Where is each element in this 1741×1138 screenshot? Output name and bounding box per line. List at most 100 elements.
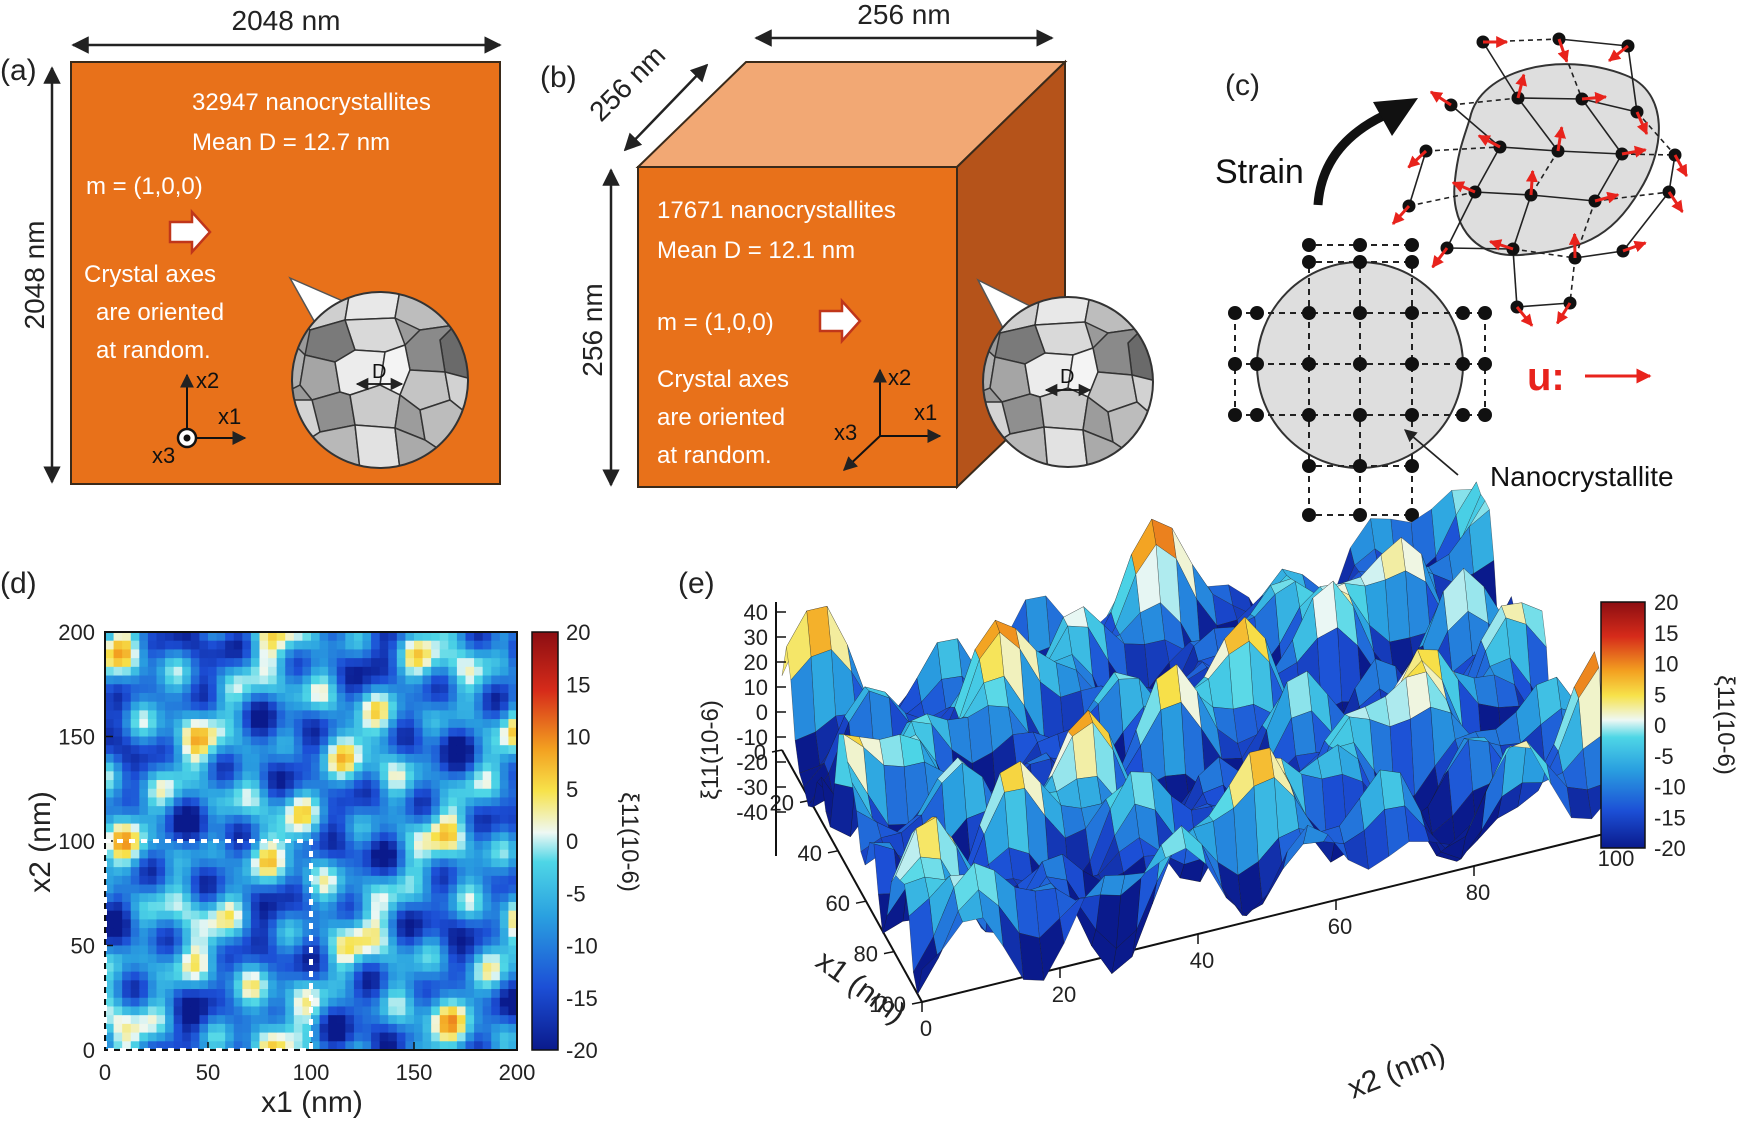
heatmap-cell: [328, 632, 338, 642]
heatmap-cell: [113, 727, 123, 737]
heatmap-cell: [242, 710, 252, 720]
heatmap-cell: [508, 867, 517, 877]
heatmap-cell: [173, 692, 183, 703]
heatmap-cell: [482, 710, 492, 720]
heatmap-cell: [105, 632, 115, 642]
heatmap-cell: [165, 945, 175, 955]
heatmap-cell: [474, 971, 484, 981]
heatmap-cell: [319, 832, 329, 842]
heatmap-cell: [491, 989, 501, 999]
heatmap-cell: [285, 893, 295, 903]
heatmap-cell: [113, 954, 123, 964]
heatmap-cell: [147, 666, 157, 677]
heatmap-cell: [216, 710, 226, 720]
heatmap-cell: [182, 997, 192, 1007]
heatmap-cell: [139, 823, 149, 833]
heatmap-cell: [130, 980, 140, 990]
heatmap-cell: [122, 919, 132, 929]
heatmap-cell: [362, 919, 372, 929]
heatmap-cell: [285, 797, 295, 807]
heatmap-cell: [508, 962, 517, 973]
heatmap-cell: [439, 1006, 449, 1016]
heatmap-cell: [156, 884, 166, 894]
heatmap-cell: [233, 736, 243, 746]
heatmap-cell: [353, 867, 363, 877]
heatmap-cell: [259, 710, 269, 720]
heatmap-cell: [353, 971, 363, 981]
heatmap-cell: [268, 919, 278, 929]
heatmap-cell: [328, 1015, 338, 1025]
heatmap-cell: [482, 980, 492, 990]
heatmap-cell: [439, 701, 449, 711]
heatmap-cell: [319, 867, 329, 877]
heatmap-cell: [225, 901, 235, 912]
heatmap-cell: [499, 719, 509, 729]
heatmap-cell: [448, 901, 458, 912]
heatmap-cell: [276, 858, 286, 868]
heatmap-cell: [388, 701, 398, 711]
heatmap-cell: [199, 945, 209, 955]
heatmap-cell: [456, 989, 466, 999]
heatmap-cell: [414, 841, 424, 851]
heatmap-cell: [302, 849, 312, 859]
heatmap-cell: [259, 1006, 269, 1016]
deformed-grid-line: [1512, 248, 1576, 259]
heatmap-cell: [319, 1015, 329, 1025]
heatmap-cell: [147, 954, 157, 964]
heatmap-cell: [465, 980, 475, 990]
heatmap-cell: [165, 989, 175, 999]
heatmap-cell: [328, 753, 338, 764]
heatmap-cell: [147, 971, 157, 981]
heatmap-cell: [465, 684, 475, 694]
heatmap-cell: [422, 632, 432, 642]
heatmap-cell: [165, 954, 175, 964]
heatmap-cell: [165, 692, 175, 703]
heatmap-cell: [482, 875, 492, 886]
heatmap-cell: [405, 640, 415, 650]
heatmap-cell: [156, 806, 166, 816]
heatmap-cell: [105, 954, 115, 964]
heatmap-cell: [362, 710, 372, 720]
heatmap-cell: [456, 1015, 466, 1025]
panel-a-grain-disk: [292, 292, 468, 468]
heatmap-cell: [225, 1006, 235, 1016]
heatmap-cell: [508, 875, 517, 886]
heatmap-cell: [396, 632, 406, 642]
heatmap-cell: [199, 919, 209, 929]
heatmap-cell: [173, 945, 183, 955]
heatmap-cell: [182, 962, 192, 973]
heatmap-cell: [147, 901, 157, 912]
heatmap-cell: [405, 736, 415, 746]
heatmap-cell: [371, 727, 381, 737]
heatmap-cell: [268, 692, 278, 703]
heatmap-cell: [405, 823, 415, 833]
heatmap-cell: [276, 997, 286, 1007]
heatmap-cell: [208, 780, 218, 790]
heatmap-cell: [130, 692, 140, 703]
heatmap-cell: [105, 649, 115, 659]
heatmap-cell: [439, 684, 449, 694]
heatmap-cell: [139, 893, 149, 903]
heatmap-cell: [276, 640, 286, 650]
heatmap-cell: [371, 867, 381, 877]
lattice-point: [1353, 255, 1367, 269]
heatmap-cell: [139, 753, 149, 764]
heatmap-cell: [328, 867, 338, 877]
heatmap-cell: [422, 745, 432, 755]
heatmap-cell: [165, 858, 175, 868]
heatmap-cell: [474, 884, 484, 894]
heatmap-cell: [456, 710, 466, 720]
heatmap-cell: [336, 745, 346, 755]
heatmap-cell: [259, 701, 269, 711]
panel-c-deformed-grid: [1408, 38, 1676, 308]
heatmap-cell: [431, 849, 441, 859]
heatmap-cell: [130, 780, 140, 790]
panel-a-width-label: 2048 nm: [232, 5, 341, 36]
lattice-point: [1353, 238, 1367, 252]
heatmap-cell: [147, 632, 157, 642]
heatmap-cell: [105, 989, 115, 999]
heatmap-cell: [122, 841, 132, 851]
heatmap-cell: [113, 858, 123, 868]
heatmap-cell: [130, 1015, 140, 1025]
